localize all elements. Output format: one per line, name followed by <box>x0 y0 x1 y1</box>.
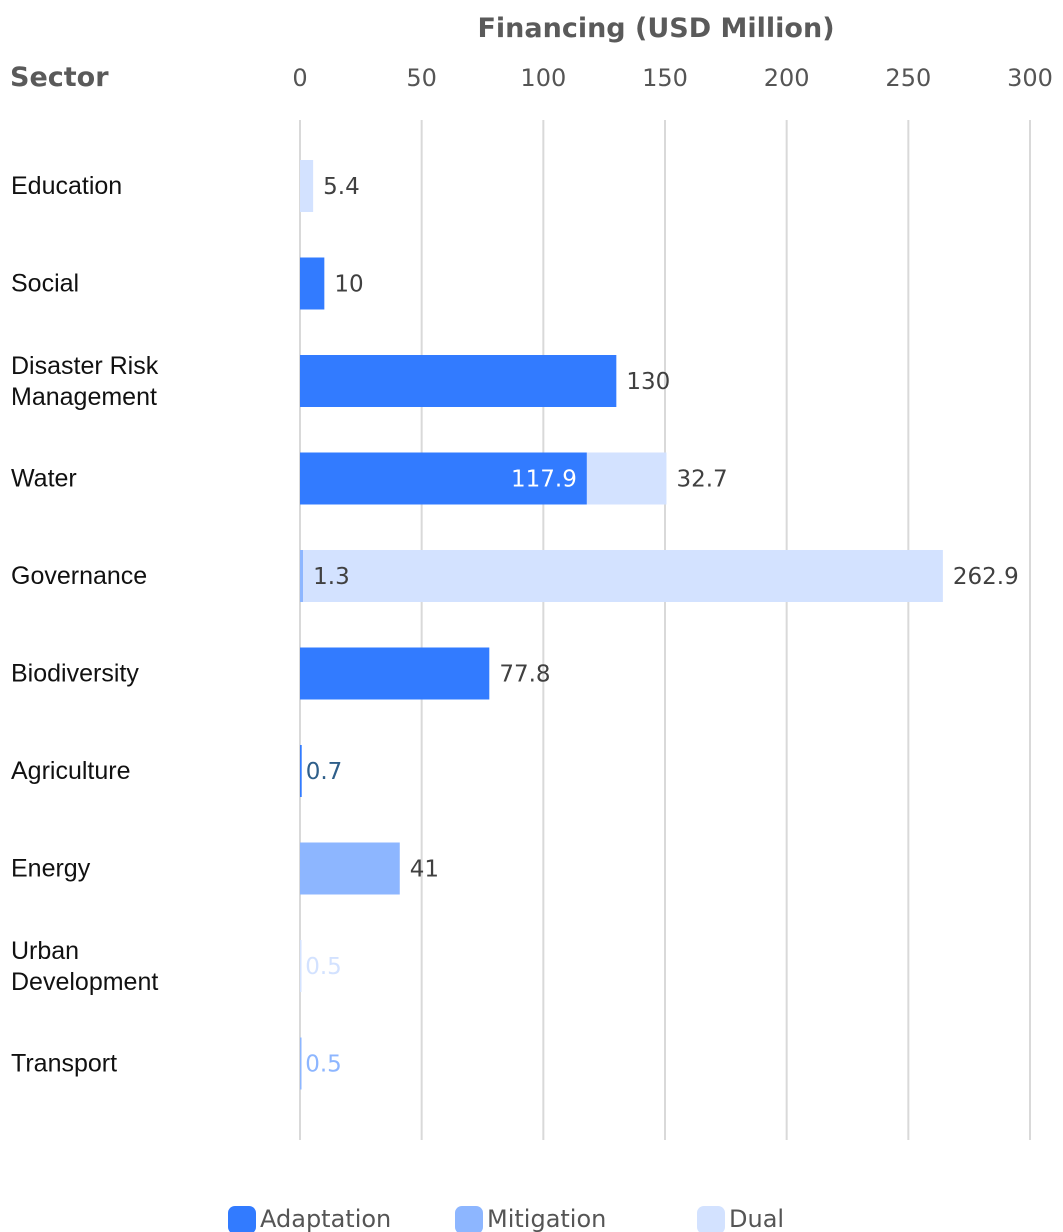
y-axis-title: Sector <box>10 62 109 93</box>
x-axis-title: Financing (USD Million) <box>477 13 834 44</box>
category-label: Transport <box>11 1050 117 1078</box>
legend-swatch-mitigation <box>455 1206 483 1232</box>
category-label: Urban Development <box>11 937 158 996</box>
bar-adaptation <box>300 745 302 797</box>
category-label: Agriculture <box>11 757 131 785</box>
x-tick-label: 200 <box>764 64 810 92</box>
bar-adaptation <box>300 647 490 700</box>
data-labels: 5.4 10 130 117.9 32.7 1.3 262.9 77.8 0.7 41 0.5 0.5 <box>305 174 1019 1078</box>
category-label: Energy <box>11 855 91 883</box>
legend-label: Adaptation <box>260 1205 391 1232</box>
data-label: 1.3 <box>313 564 350 590</box>
bar-dual <box>300 940 302 992</box>
data-label: 262.9 <box>953 564 1019 590</box>
bar-dual <box>303 550 943 602</box>
data-label: 77.8 <box>499 662 550 688</box>
x-axis-ticks: 0 50 100 150 200 250 300 <box>292 64 1053 92</box>
bar-adaptation <box>300 452 587 505</box>
category-label: Social <box>11 270 79 298</box>
bar-mitigation <box>300 550 304 602</box>
data-label: 117.9 <box>511 467 577 493</box>
category-label: Biodiversity <box>11 660 139 688</box>
legend-swatch-adaptation <box>228 1206 256 1232</box>
data-label: 0.7 <box>306 759 343 785</box>
x-tick-label: 250 <box>885 64 931 92</box>
data-label: 41 <box>410 857 439 883</box>
category-label: Water <box>11 465 77 493</box>
data-label: 10 <box>334 272 363 298</box>
x-tick-label: 0 <box>292 64 307 92</box>
bar-mitigation <box>300 842 400 895</box>
data-label: 32.7 <box>676 467 727 493</box>
bar-dual <box>300 160 314 212</box>
data-label: 0.5 <box>305 954 342 980</box>
bar-adaptation <box>300 257 325 310</box>
x-tick-label: 100 <box>520 64 566 92</box>
category-labels: Education Social Disaster Risk Management Wa… <box>11 172 159 1078</box>
legend-label: Dual <box>729 1205 784 1232</box>
data-label: 5.4 <box>323 174 360 200</box>
legend-label: Mitigation <box>487 1205 606 1232</box>
legend: Adaptation Mitigation Dual <box>228 1205 784 1232</box>
category-label: Disaster Risk Management <box>11 352 159 411</box>
bar-adaptation <box>300 355 617 407</box>
bar-mitigation <box>300 1037 302 1090</box>
gridlines <box>299 120 1031 1140</box>
bar-dual <box>586 452 667 505</box>
category-label: Governance <box>11 562 147 590</box>
bars <box>300 160 943 1090</box>
x-tick-label: 300 <box>1007 64 1053 92</box>
x-tick-label: 150 <box>642 64 688 92</box>
data-label: 130 <box>626 369 670 395</box>
legend-swatch-dual <box>697 1206 725 1232</box>
x-tick-label: 50 <box>406 64 437 92</box>
category-label: Education <box>11 172 122 200</box>
data-label: 0.5 <box>305 1052 342 1078</box>
